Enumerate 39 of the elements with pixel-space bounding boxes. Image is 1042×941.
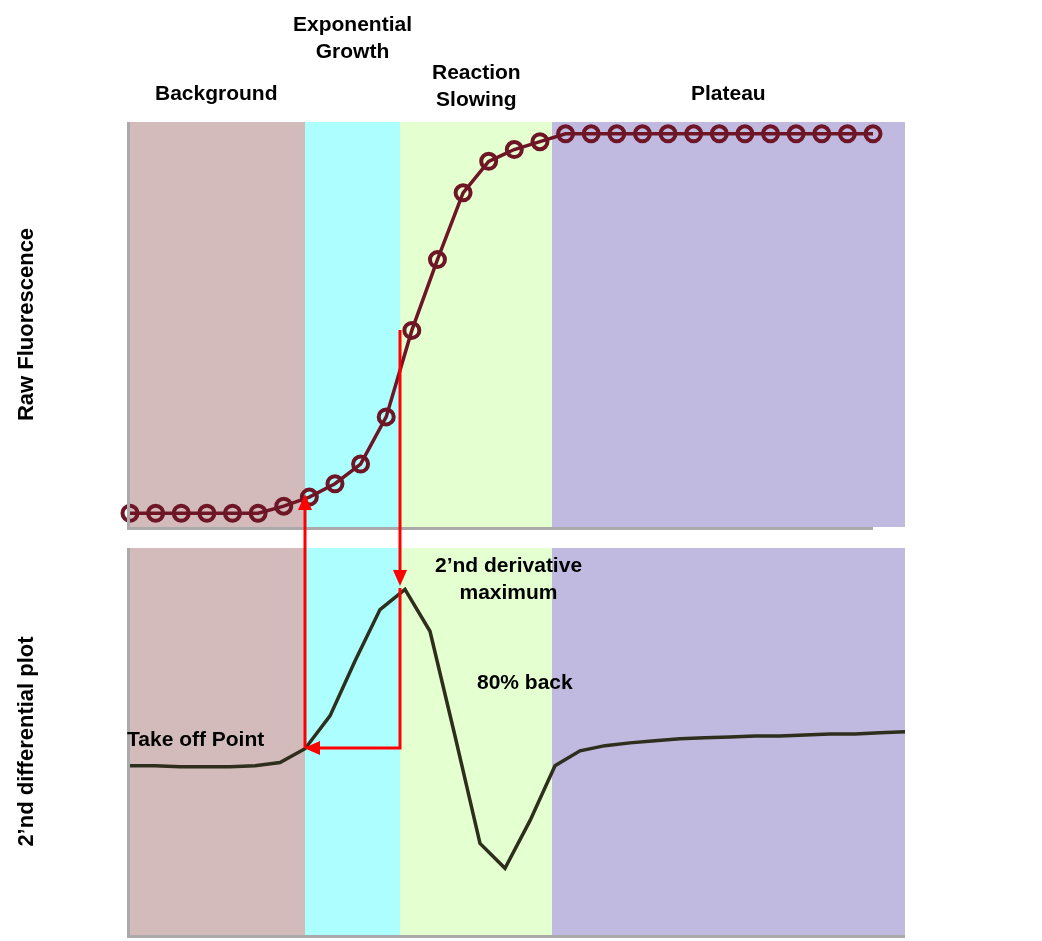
point [120,503,140,523]
point [453,183,473,203]
point [607,124,627,144]
point [632,124,652,144]
y-axis-title: Raw Fluorescence [12,227,38,422]
point [504,140,524,160]
text: Plateau [691,81,766,104]
point [299,487,319,507]
point [684,124,704,144]
point [171,503,191,523]
point [325,474,345,494]
point [812,124,832,144]
point [376,407,396,427]
annotation: 2’nd derivative maximum [435,553,583,604]
point [761,124,781,144]
point [581,124,601,144]
point [248,503,268,523]
point [837,124,857,144]
point [556,124,576,144]
point [709,124,729,144]
point [274,496,294,516]
point [146,503,166,523]
point [351,454,371,474]
point [786,124,806,144]
point [402,320,422,340]
annotation: 80% back [477,670,574,693]
point [735,124,755,144]
y-axis-title: 2’nd differential plot [12,635,38,847]
point [427,250,447,270]
point [530,132,550,152]
annotation: Take off Point [127,727,265,750]
point [863,124,883,144]
text: Exponential Growth [293,12,413,63]
point [479,151,499,171]
point [197,503,217,523]
text: Background [155,81,278,104]
point [658,124,678,144]
point [222,503,242,523]
text: Reaction Slowing [432,60,521,111]
